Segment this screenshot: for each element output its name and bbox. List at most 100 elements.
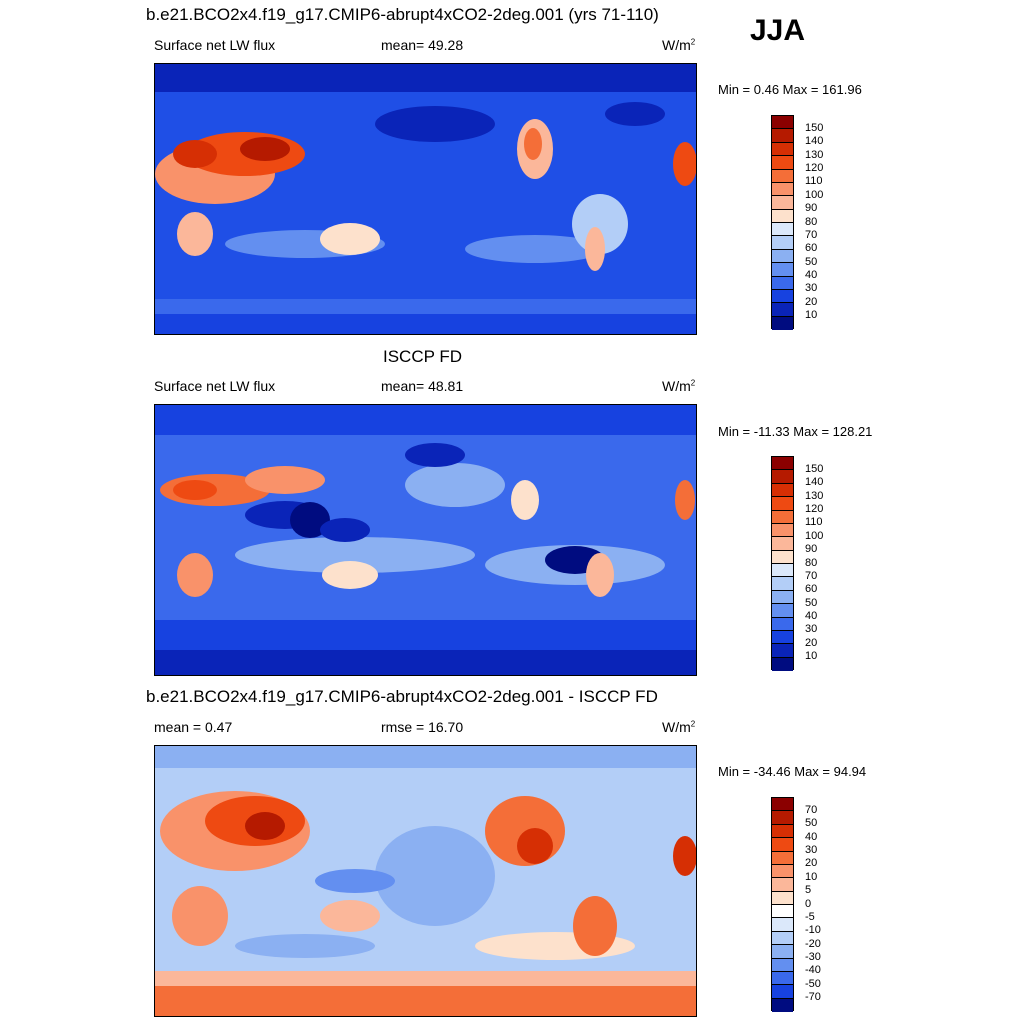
- panel-2-map: [154, 404, 697, 676]
- colorbar-tick-label: 70: [805, 803, 818, 816]
- colorbar-swatch: [772, 497, 793, 511]
- colorbar-swatch: [772, 657, 793, 671]
- colorbar-tick-label: -50: [805, 977, 821, 990]
- colorbar-swatch: [772, 156, 793, 170]
- colorbar-swatch: [772, 537, 793, 551]
- panel-2-minmax: Min = -11.33 Max = 128.21: [718, 424, 873, 439]
- colorbar-tick-label: 40: [805, 830, 818, 843]
- colorbar-swatch: [772, 838, 793, 852]
- colorbar-swatch: [772, 985, 793, 999]
- colorbar-swatch: [772, 470, 793, 484]
- panel-3-colorbar: [771, 797, 794, 1012]
- colorbar-tick-label: 50: [805, 596, 818, 609]
- colorbar-tick-label: 70: [805, 569, 818, 582]
- colorbar-swatch: [772, 483, 793, 498]
- colorbar-swatch: [772, 550, 793, 564]
- colorbar-tick-label: 10: [805, 650, 818, 663]
- colorbar-tick-label: 130: [805, 148, 824, 161]
- colorbar-tick-label: 100: [805, 529, 824, 542]
- colorbar-swatch: [772, 798, 793, 812]
- colorbar-swatch: [772, 289, 793, 304]
- colorbar-tick-label: 20: [805, 857, 818, 870]
- panel-1-variable-label: Surface net LW flux: [154, 37, 276, 53]
- colorbar-tick-label: 50: [805, 255, 818, 268]
- colorbar-tick-label: 80: [805, 215, 818, 228]
- panel-3-map: [154, 745, 697, 1017]
- colorbar-tick-label: 120: [805, 503, 824, 515]
- colorbar-tick-label: 40: [805, 269, 818, 281]
- colorbar-swatch: [772, 577, 793, 591]
- colorbar-swatch: [772, 590, 793, 605]
- colorbar-tick-label: -10: [805, 924, 821, 937]
- colorbar-tick-label: -40: [805, 964, 821, 977]
- panel-1-colorbar: [771, 115, 794, 330]
- colorbar-tick-label: 70: [805, 228, 818, 241]
- colorbar-tick-label: -20: [805, 937, 821, 950]
- colorbar-swatch: [772, 249, 793, 264]
- colorbar-swatch: [772, 918, 793, 932]
- colorbar-swatch: [772, 564, 793, 578]
- colorbar-swatch: [772, 617, 793, 631]
- colorbar-tick-label: 140: [805, 135, 824, 148]
- colorbar-swatch: [772, 142, 793, 157]
- colorbar-swatch: [772, 851, 793, 865]
- colorbar-tick-label: 30: [805, 844, 818, 856]
- colorbar-swatch: [772, 236, 793, 250]
- panel-2-variable-label: Surface net LW flux: [154, 378, 276, 394]
- colorbar-tick-label: 130: [805, 489, 824, 502]
- panel-1-units: W/m2: [662, 37, 696, 53]
- panel-2-title: ISCCP FD: [383, 347, 463, 366]
- colorbar-swatch: [772, 931, 793, 946]
- colorbar-tick-label: 110: [805, 516, 823, 529]
- colorbar-tick-label: 60: [805, 242, 818, 255]
- panel-2-mean-label: mean= 48.81: [381, 378, 464, 394]
- colorbar-swatch: [772, 905, 793, 919]
- colorbar-tick-label: 110: [805, 175, 823, 188]
- panel-1-mean-label: mean= 49.28: [381, 37, 464, 53]
- panel-3-rmse-label: rmse = 16.70: [381, 719, 464, 735]
- colorbar-swatch: [772, 824, 793, 839]
- panel-1-minmax: Min = 0.46 Max = 161.96: [718, 82, 862, 97]
- colorbar-swatch: [772, 116, 793, 130]
- colorbar-swatch: [772, 878, 793, 892]
- colorbar-tick-label: 60: [805, 583, 818, 596]
- colorbar-tick-label: 40: [805, 610, 818, 622]
- panel-3-title: b.e21.BCO2x4.f19_g17.CMIP6-abrupt4xCO2-2…: [146, 687, 658, 706]
- panel-2-colorbar: [771, 456, 794, 671]
- colorbar-tick-label: 80: [805, 556, 818, 569]
- colorbar-swatch: [772, 510, 793, 524]
- colorbar-swatch: [772, 998, 793, 1012]
- colorbar-tick-label: 20: [805, 295, 818, 308]
- colorbar-tick-label: 150: [805, 121, 824, 134]
- colorbar-tick-label: 90: [805, 202, 818, 215]
- colorbar-tick-label: 140: [805, 476, 824, 489]
- colorbar-swatch: [772, 196, 793, 210]
- panel-1-title: b.e21.BCO2x4.f19_g17.CMIP6-abrupt4xCO2-2…: [146, 5, 659, 24]
- panel-2-units: W/m2: [662, 378, 696, 394]
- panel-3-minmax: Min = -34.46 Max = 94.94: [718, 764, 867, 779]
- colorbar-tick-label: -5: [805, 910, 815, 923]
- panel-3-mean-label: mean = 0.47: [154, 719, 233, 735]
- colorbar-swatch: [772, 303, 793, 317]
- colorbar-swatch: [772, 129, 793, 143]
- colorbar-tick-label: 50: [805, 817, 818, 830]
- colorbar-swatch: [772, 276, 793, 290]
- colorbar-swatch: [772, 604, 793, 618]
- colorbar-tick-label: -30: [805, 951, 821, 963]
- colorbar-swatch: [772, 182, 793, 197]
- colorbar-swatch: [772, 457, 793, 471]
- colorbar-tick-label: 90: [805, 543, 818, 556]
- colorbar-tick-label: 10: [805, 870, 818, 883]
- colorbar-swatch: [772, 864, 793, 879]
- colorbar-tick-label: 5: [805, 884, 812, 897]
- colorbar-swatch: [772, 811, 793, 825]
- colorbar-tick-label: 150: [805, 462, 824, 475]
- colorbar-swatch: [772, 971, 793, 986]
- panel-3-units: W/m2: [662, 719, 696, 735]
- colorbar-swatch: [772, 958, 793, 972]
- colorbar-swatch: [772, 523, 793, 538]
- colorbar-tick-label: -70: [805, 991, 821, 1004]
- colorbar-swatch: [772, 891, 793, 905]
- colorbar-swatch: [772, 945, 793, 959]
- colorbar-tick-label: 0: [805, 897, 812, 910]
